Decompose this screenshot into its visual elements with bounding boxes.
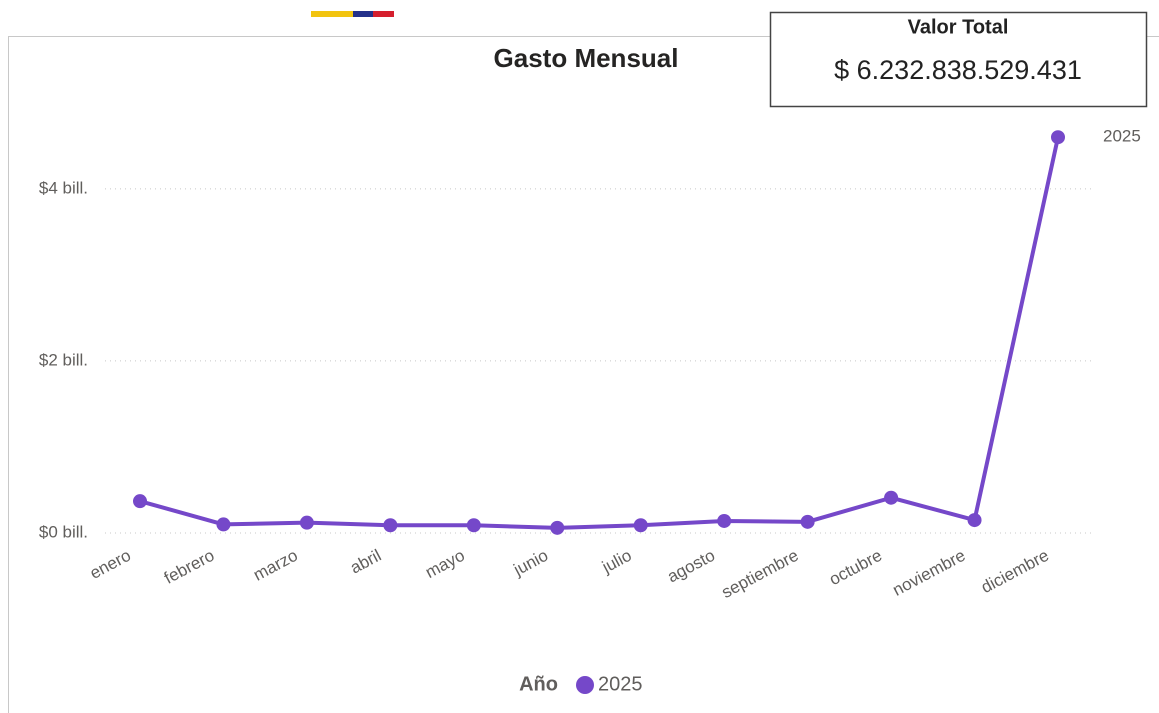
x-tick-label: junio: [510, 546, 552, 580]
legend-title: Año: [519, 673, 558, 695]
flag-blue: [353, 11, 373, 17]
x-tick-label: abril: [347, 546, 384, 578]
data-point: [466, 518, 481, 533]
data-point: [800, 514, 815, 529]
flag-red: [373, 11, 394, 17]
card-title: Valor Total: [908, 16, 1009, 38]
series-line: [139, 136, 1060, 530]
data-point: [216, 517, 231, 532]
x-tick-label: mayo: [422, 546, 468, 582]
data-point: [299, 515, 314, 530]
x-tick-label: agosto: [664, 546, 718, 587]
series-end-label: 2025: [1103, 127, 1141, 146]
data-point: [967, 513, 982, 528]
x-tick-label: diciembre: [978, 546, 1052, 597]
data-point: [884, 490, 899, 505]
data-point: [550, 520, 565, 535]
legend-label: 2025: [598, 673, 643, 695]
card: [769, 11, 1148, 108]
data-point: [133, 494, 147, 509]
plot: $0 bill. $2 bill. $4 bill. enero febrero marz…: [39, 127, 1141, 696]
x-tick-label: julio: [598, 546, 635, 577]
card-value: $ 6.232.838.529.431: [834, 55, 1082, 85]
data-point: [1051, 130, 1065, 145]
x-tick-label: marzo: [250, 546, 301, 585]
chart-title: Gasto Mensual: [494, 43, 679, 73]
data-point: [717, 513, 732, 528]
y-tick-label: $2 bill.: [39, 350, 88, 369]
x-tick-label: septiembre: [718, 546, 801, 602]
x-tick-label: noviembre: [890, 546, 969, 600]
data-point: [633, 518, 648, 533]
x-tick-label: octubre: [826, 546, 885, 589]
x-tick-label: enero: [87, 546, 134, 583]
chart-frame: [8, 36, 1159, 713]
flag-yellow: [311, 11, 353, 17]
legend-marker: [576, 676, 594, 694]
y-tick-label: $0 bill.: [39, 522, 88, 541]
x-tick-label: febrero: [161, 546, 217, 588]
data-point: [383, 518, 398, 533]
y-tick-label: $4 bill.: [39, 178, 88, 197]
